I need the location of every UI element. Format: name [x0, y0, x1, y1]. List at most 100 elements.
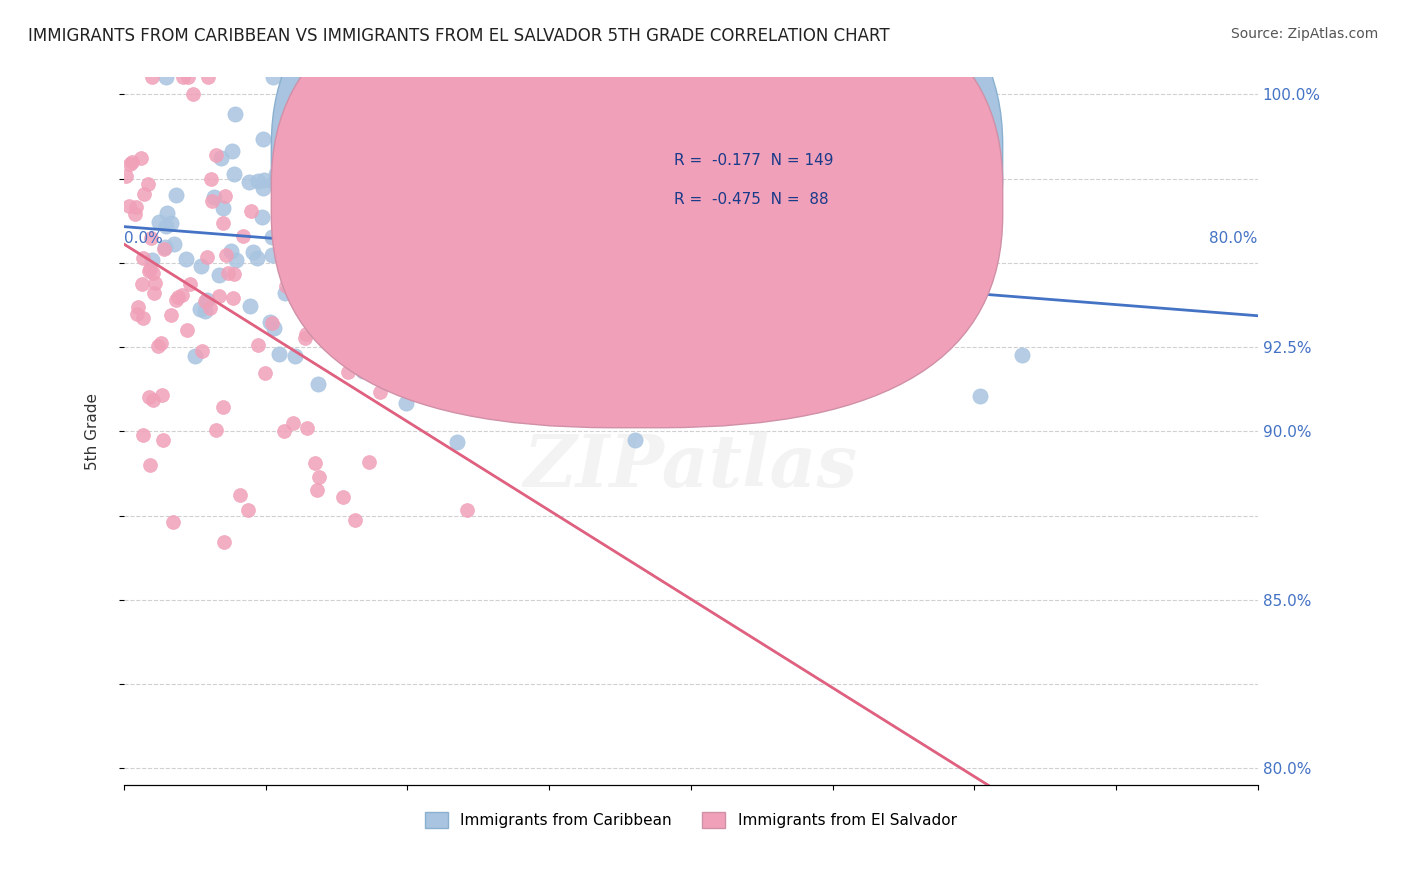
Point: [475, 186, 498, 201]
Point: [374, 253, 396, 268]
Text: ZIPatlas: ZIPatlas: [524, 431, 858, 502]
Point: [155, 70, 177, 85]
Point: [165, 187, 187, 202]
Point: [531, 320, 554, 334]
Point: [686, 309, 709, 323]
Point: [740, 183, 762, 197]
Point: [260, 230, 283, 244]
Point: [156, 206, 179, 220]
Point: [211, 400, 233, 414]
Point: [439, 277, 461, 292]
Point: [141, 253, 163, 268]
Point: [329, 300, 352, 314]
Point: [264, 167, 287, 181]
Text: 0.0%: 0.0%: [124, 231, 163, 246]
Point: [540, 291, 562, 305]
Point: [179, 277, 201, 292]
Point: [467, 285, 489, 300]
Point: [359, 220, 381, 235]
Point: [167, 290, 190, 304]
Point: [453, 227, 475, 241]
Point: [150, 388, 173, 402]
FancyBboxPatch shape: [271, 0, 1002, 428]
Point: [332, 326, 354, 340]
Text: Source: ZipAtlas.com: Source: ZipAtlas.com: [1230, 27, 1378, 41]
Point: [368, 385, 391, 400]
Point: [132, 427, 155, 442]
Point: [205, 423, 228, 437]
Point: [298, 70, 321, 85]
Point: [252, 132, 274, 146]
Point: [176, 70, 198, 85]
Point: [603, 362, 626, 376]
Point: [299, 257, 322, 271]
Point: [129, 151, 152, 165]
Point: [200, 171, 222, 186]
Point: [238, 175, 260, 189]
Point: [208, 289, 231, 303]
Text: 80.0%: 80.0%: [1209, 231, 1258, 246]
Point: [131, 277, 153, 291]
Point: [224, 167, 246, 181]
Point: [638, 294, 661, 309]
Point: [285, 223, 308, 237]
Point: [553, 256, 575, 270]
Point: [211, 216, 233, 230]
Point: [281, 207, 304, 221]
Legend: Immigrants from Caribbean, Immigrants from El Salvador: Immigrants from Caribbean, Immigrants fr…: [419, 805, 963, 834]
Point: [263, 175, 285, 189]
Point: [427, 108, 450, 122]
Point: [254, 366, 277, 380]
Point: [262, 70, 284, 85]
Point: [430, 236, 453, 251]
Point: [456, 503, 478, 517]
Point: [434, 235, 457, 250]
Point: [305, 483, 328, 497]
Point: [370, 209, 392, 223]
Point: [284, 349, 307, 363]
Point: [803, 157, 825, 171]
Point: [246, 251, 269, 265]
Point: [224, 106, 246, 120]
Point: [696, 227, 718, 241]
Point: [263, 321, 285, 335]
Point: [520, 222, 543, 236]
Point: [312, 114, 335, 128]
Point: [259, 315, 281, 329]
Point: [208, 268, 231, 282]
Point: [163, 236, 186, 251]
FancyBboxPatch shape: [271, 0, 1002, 389]
Point: [176, 323, 198, 337]
Point: [141, 392, 163, 407]
Point: [153, 242, 176, 256]
Point: [470, 111, 492, 125]
Point: [285, 206, 308, 220]
Point: [388, 306, 411, 320]
Point: [344, 513, 367, 527]
Point: [631, 298, 654, 312]
Point: [337, 365, 360, 379]
Point: [395, 91, 418, 105]
Point: [377, 314, 399, 328]
Point: [359, 455, 381, 469]
Point: [333, 204, 356, 219]
Point: [162, 515, 184, 529]
Point: [326, 193, 349, 207]
Point: [402, 137, 425, 152]
Point: [184, 349, 207, 363]
Point: [191, 343, 214, 358]
Point: [406, 169, 429, 183]
Point: [270, 176, 292, 190]
Point: [267, 347, 290, 361]
Point: [165, 293, 187, 307]
Point: [581, 371, 603, 385]
Point: [222, 268, 245, 282]
Point: [432, 375, 454, 389]
Point: [142, 266, 165, 280]
Point: [446, 434, 468, 449]
Point: [370, 141, 392, 155]
Point: [138, 264, 160, 278]
Point: [294, 326, 316, 341]
Point: [149, 336, 172, 351]
Point: [239, 299, 262, 313]
